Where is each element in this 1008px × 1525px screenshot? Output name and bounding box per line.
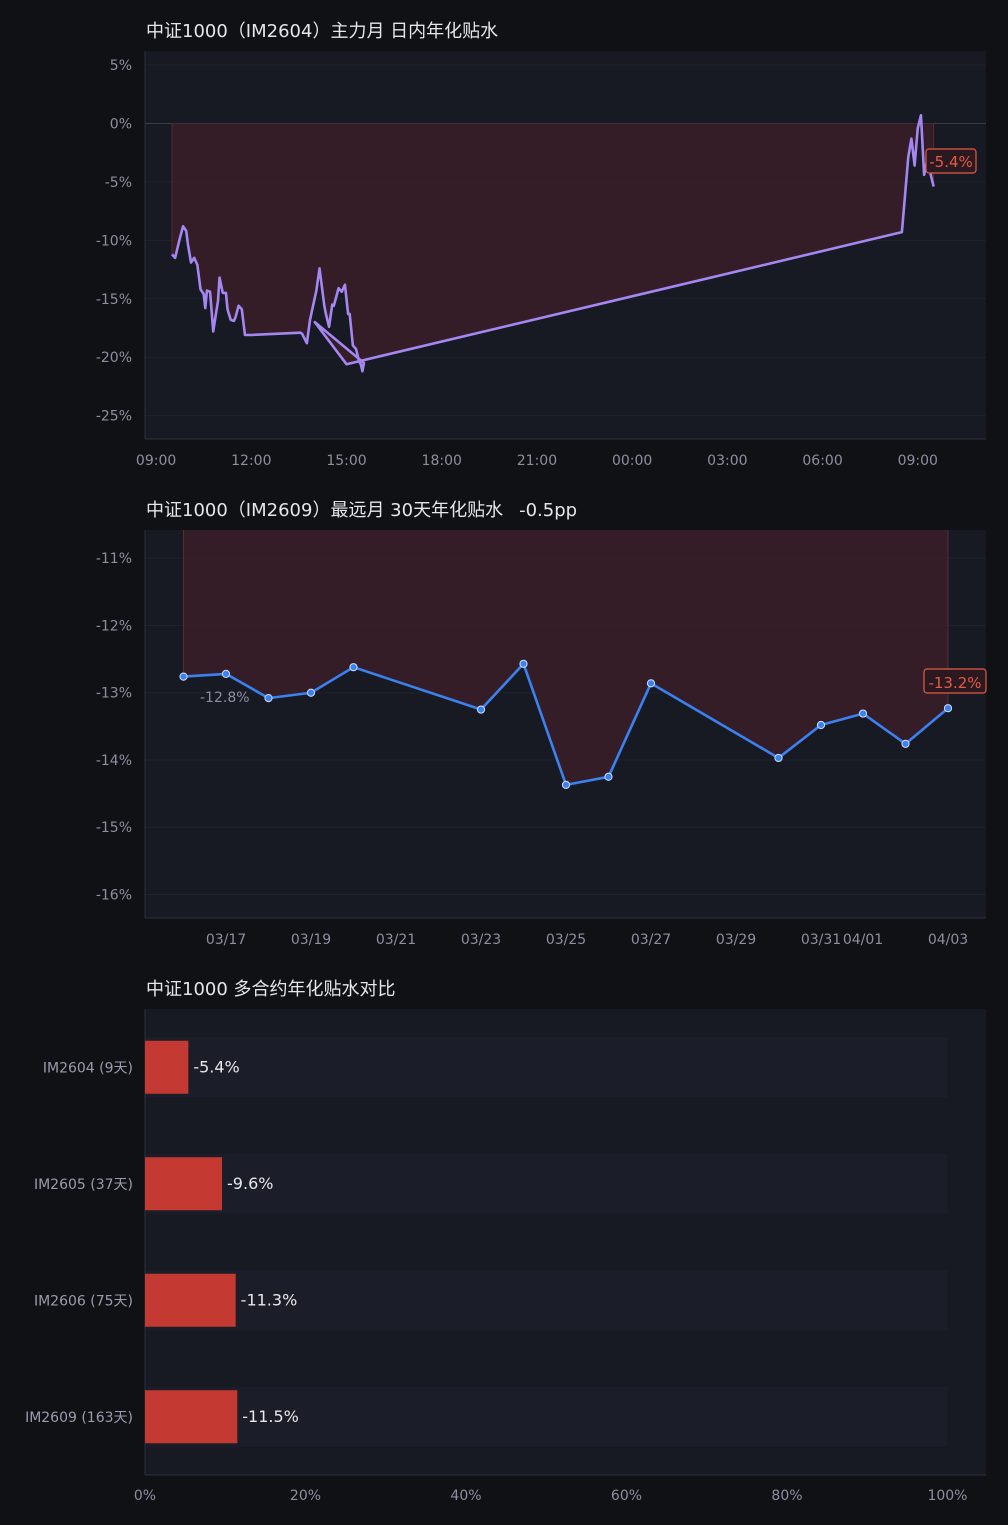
y-tick-label: -11% [96, 551, 132, 567]
x-tick-label: 21:00 [517, 453, 557, 469]
chart-title-daily: 中证1000（IM2609）最远月 30天年化贴水 -0.5pp [146, 500, 577, 521]
x-axis-bars: 0% 20% 40% 60% 80% 100% [134, 1474, 986, 1504]
y-axis-daily: -11% -12% -13% -14% -15% -16% [96, 530, 146, 918]
x-tick-label: 100% [927, 1488, 967, 1504]
data-point [519, 659, 528, 668]
bar [145, 1390, 238, 1444]
bar-value-label: -9.6% [227, 1174, 273, 1193]
x-tick-label: 12:00 [231, 453, 271, 469]
bar-value-label: -5.4% [193, 1057, 239, 1076]
bar-track [145, 1037, 948, 1098]
contracts-bar-chart: 中证1000 多合约年化贴水对比 IM2604 (9天) -5.4% IM2605 … [25, 979, 986, 1504]
x-tick-label: 03/27 [631, 932, 671, 948]
data-point [306, 688, 316, 697]
data-point [264, 694, 273, 703]
bar [145, 1157, 223, 1211]
x-tick-label: 04/03 [928, 932, 968, 948]
discount-area [171, 115, 934, 372]
data-point [476, 705, 486, 714]
end-label-text: -13.2% [928, 674, 981, 692]
data-point [901, 739, 910, 748]
category-label: IM2606 (75天) [34, 1293, 133, 1309]
data-point [774, 753, 783, 763]
x-tick-label: 09:00 [898, 453, 938, 469]
x-tick-label: 03/17 [206, 932, 246, 948]
data-point [179, 672, 188, 681]
intraday-chart: 中证1000（IM2604）主力月 日内年化贴水 5% 0% -5% -10% -15%… [96, 21, 986, 469]
first-value-label: -12.8% [200, 690, 250, 706]
x-tick-label: 04/01 [843, 932, 883, 948]
data-point [349, 663, 358, 672]
y-tick-label: 0% [110, 116, 132, 132]
chart-subtitle-daily: -0.5pp [519, 500, 577, 521]
x-tick-label: 40% [450, 1488, 481, 1504]
data-point [604, 772, 613, 781]
data-point [221, 669, 231, 679]
x-tick-label: 09:00 [136, 453, 176, 469]
bar-track [145, 1153, 948, 1214]
category-label: IM2605 (37天) [34, 1177, 133, 1193]
y-tick-label: -20% [96, 350, 132, 366]
bar-track [145, 1270, 948, 1331]
x-tick-label: 15:00 [326, 453, 366, 469]
x-axis-daily: 03/17 03/19 03/21 03/23 03/25 03/27 03/29 03/31… [145, 917, 986, 948]
y-axis-intraday: 5% 0% -5% -10% -15% -20% -25% [96, 51, 146, 439]
bar [145, 1040, 189, 1094]
category-label: IM2609 (163天) [25, 1410, 133, 1426]
x-tick-label: 18:00 [422, 453, 462, 469]
data-point [943, 704, 953, 713]
bar-value-label: -11.5% [242, 1407, 299, 1426]
x-tick-label: 03:00 [707, 453, 747, 469]
x-tick-label: 03/29 [716, 932, 756, 948]
x-tick-label: 03/31 [801, 932, 841, 948]
y-tick-label: -15% [96, 292, 132, 308]
y-tick-label: -10% [96, 233, 132, 249]
x-tick-label: 80% [771, 1488, 802, 1504]
x-tick-label: 00:00 [612, 453, 652, 469]
bar-series: IM2604 (9天) -5.4% IM2605 (37天) -9.6% IM2606 … [25, 1040, 299, 1444]
data-point [858, 709, 868, 718]
x-tick-label: 60% [611, 1488, 642, 1504]
x-axis-intraday: 09:00 12:00 15:00 18:00 21:00 00:00 03:00 06:00… [136, 438, 986, 469]
data-point [816, 720, 826, 730]
y-tick-label: 5% [110, 58, 132, 74]
y-tick-label: -14% [96, 753, 132, 769]
x-tick-label: 03/23 [461, 932, 501, 948]
x-tick-label: 03/19 [291, 932, 331, 948]
grid-bars [144, 1009, 948, 1475]
end-label-text: -5.4% [929, 153, 973, 171]
daily-chart: 中证1000（IM2609）最远月 30天年化贴水 -0.5pp -11% -12%… [96, 500, 987, 948]
chart-title-bars: 中证1000 多合约年化贴水对比 [146, 979, 396, 1000]
y-tick-label: -12% [96, 618, 132, 634]
x-tick-label: 06:00 [802, 453, 842, 469]
line-series-daily [179, 659, 953, 789]
discount-area [183, 530, 948, 785]
end-label-box [923, 668, 987, 694]
x-tick-label: 03/25 [546, 932, 586, 948]
series-line [171, 113, 935, 373]
bar-track [145, 1386, 948, 1447]
chart-title-intraday: 中证1000（IM2604）主力月 日内年化贴水 [146, 21, 498, 42]
end-value-label-daily: -12.8% -13.2% [200, 668, 987, 706]
chart-title-daily-main: 中证1000（IM2609）最远月 30天年化贴水 [146, 500, 503, 521]
data-point [646, 679, 656, 688]
x-tick-label: 03/21 [376, 932, 416, 948]
x-tick-label: 20% [290, 1488, 321, 1504]
line-series-intraday [171, 113, 935, 373]
end-value-label-intraday: -5.4% [925, 148, 977, 174]
bar-value-label: -11.3% [241, 1290, 298, 1309]
y-tick-label: -13% [96, 686, 132, 702]
y-tick-label: -25% [96, 409, 132, 425]
data-point [561, 780, 571, 789]
y-tick-label: -5% [105, 175, 132, 191]
bar [145, 1273, 236, 1327]
y-tick-label: -15% [96, 820, 132, 836]
y-tick-label: -16% [96, 887, 132, 903]
category-label: IM2604 (9天) [43, 1060, 133, 1076]
end-label-box [925, 148, 977, 174]
x-tick-label: 0% [134, 1488, 156, 1504]
